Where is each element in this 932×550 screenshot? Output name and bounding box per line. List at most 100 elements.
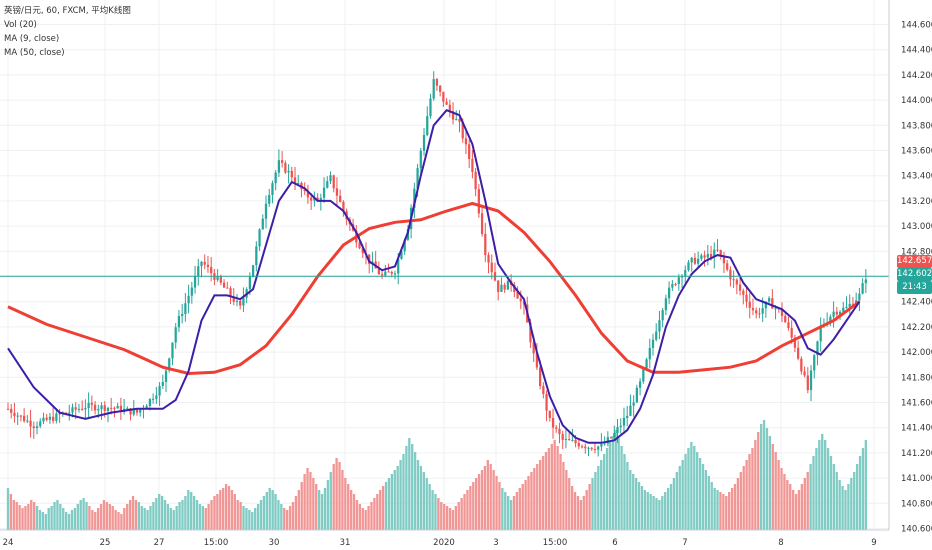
volume-bar xyxy=(195,500,199,530)
candle-body-down xyxy=(497,280,500,292)
volume-bar xyxy=(108,504,111,530)
candle-body-down xyxy=(135,409,139,413)
candle-body-up xyxy=(858,293,861,301)
candle-body-up xyxy=(677,277,680,285)
candle-body-up xyxy=(255,246,258,266)
volume-bar xyxy=(835,472,838,530)
x-tick-label: 15:00 xyxy=(204,538,229,548)
ma50-indicator-label[interactable]: MA (50, close) xyxy=(4,48,65,58)
volume-bar xyxy=(608,442,612,530)
volume-bar xyxy=(207,504,210,530)
volume-bar xyxy=(216,494,219,530)
volume-bar xyxy=(431,490,434,530)
volume-bar xyxy=(722,494,725,530)
volume-bar xyxy=(274,494,277,530)
candle-body-down xyxy=(390,271,393,274)
volume-bar xyxy=(288,506,292,530)
candle-body-down xyxy=(22,415,26,422)
ma9-indicator-label[interactable]: MA (9, close) xyxy=(4,34,60,44)
volume-bar xyxy=(335,458,338,530)
candle-body-up xyxy=(87,402,90,409)
candle-body-up xyxy=(616,427,619,433)
volume-bar xyxy=(349,490,353,530)
candle-body-down xyxy=(290,170,293,178)
last-price-tag: 142.602 xyxy=(897,268,932,281)
volume-bar xyxy=(402,454,405,530)
price-axis[interactable]: 140.600 140.800 141.000 141.200 141.400 141.6… xyxy=(901,21,932,535)
candle-body-down xyxy=(93,404,97,411)
candle-body-down xyxy=(803,371,806,376)
volume-bar xyxy=(306,468,309,530)
volume-bar xyxy=(614,430,617,530)
volume-bar xyxy=(504,492,507,530)
volume-bar xyxy=(67,514,71,530)
volume-bar xyxy=(757,432,760,530)
volume-bar xyxy=(99,504,103,530)
volume-bar xyxy=(440,502,443,530)
candle-body-down xyxy=(703,255,706,258)
candle-body-down xyxy=(306,191,310,198)
volume-bar xyxy=(303,474,306,530)
x-tick-label: 25 xyxy=(100,538,111,548)
candle-body-down xyxy=(726,263,729,270)
volume-bar xyxy=(696,452,699,530)
volume-bar xyxy=(771,444,774,530)
volume-bar xyxy=(664,492,667,530)
candle-body-down xyxy=(19,415,23,417)
volume-bar xyxy=(486,460,489,530)
volume-bar xyxy=(184,496,187,530)
y-tick-label: 144.200 xyxy=(901,71,932,81)
candle-body-down xyxy=(74,407,77,410)
candle-body-down xyxy=(458,119,461,122)
candle-body-down xyxy=(758,313,761,315)
candle-body-up xyxy=(687,262,690,271)
candle-body-down xyxy=(516,291,519,299)
volume-bar xyxy=(347,484,350,530)
volume-bar xyxy=(143,508,146,530)
volume-bar xyxy=(768,436,772,530)
candle-body-up xyxy=(258,229,261,247)
x-tick-label: 27 xyxy=(154,538,165,548)
candle-body-up xyxy=(100,405,103,410)
candle-body-up xyxy=(177,315,181,328)
volume-bar xyxy=(204,508,207,530)
volume-indicator-label[interactable]: Vol (20) xyxy=(4,20,37,30)
volume-bar xyxy=(85,502,88,530)
volume-bar xyxy=(18,505,21,530)
candle-body-up xyxy=(329,175,332,182)
volume-bar xyxy=(309,472,312,530)
volume-bar xyxy=(373,498,376,530)
volume-bar xyxy=(53,502,56,530)
volume-bar xyxy=(594,472,597,530)
candle-body-up xyxy=(664,298,668,311)
volume-bar xyxy=(396,466,399,530)
volume-bar xyxy=(56,500,59,530)
volume-bar xyxy=(492,470,495,530)
volume-bar xyxy=(469,486,472,530)
symbol-title[interactable]: 英镑/日元, 60, FXCM, 平均K线图 xyxy=(4,6,131,16)
volume-bar xyxy=(707,476,710,530)
volume-bar xyxy=(445,506,449,530)
volume-bar xyxy=(684,454,687,530)
volume-bar xyxy=(192,496,196,530)
time-axis[interactable]: 24 25 27 15:00 30 31 2020 3 15:00 6 7 8 9 xyxy=(3,538,877,548)
candle-body-up xyxy=(148,399,152,406)
candle-body-up xyxy=(832,311,835,317)
candle-body-up xyxy=(251,265,255,277)
candle-body-down xyxy=(542,386,545,394)
candle-body-up xyxy=(767,298,771,302)
volume-bar xyxy=(626,462,629,530)
candle-body-down xyxy=(538,367,542,387)
volume-bar xyxy=(50,506,53,530)
volume-bar xyxy=(105,502,109,530)
volume-bar xyxy=(387,478,391,530)
volume-bar xyxy=(155,498,158,530)
candle-body-up xyxy=(413,188,416,208)
candle-body-up xyxy=(400,251,403,259)
volume-bar xyxy=(483,466,487,530)
candle-body-down xyxy=(745,294,748,302)
candle-body-down xyxy=(464,138,468,145)
volume-bar xyxy=(745,460,748,530)
volume-bar xyxy=(629,470,632,530)
